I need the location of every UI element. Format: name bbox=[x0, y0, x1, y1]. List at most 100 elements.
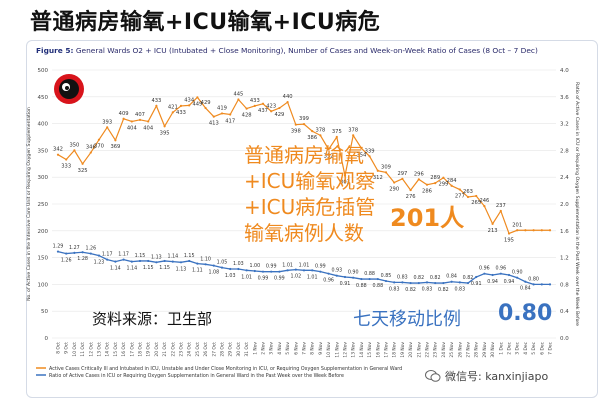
cases-point bbox=[434, 181, 437, 185]
x-tick-label: 13 Oct bbox=[97, 342, 103, 357]
ratio-point bbox=[97, 254, 101, 257]
watermark-text: 微信号: kanxinjiapo bbox=[445, 370, 549, 383]
x-tick-label: 4 Dec bbox=[523, 341, 529, 354]
cases-point bbox=[327, 148, 330, 151]
y-right-tick-label: 2.8 bbox=[560, 148, 569, 154]
ratio-point bbox=[229, 267, 232, 271]
cases-data-label: 370 bbox=[94, 144, 104, 150]
y-left-tick-label: 400 bbox=[38, 122, 49, 128]
x-tick-label: 8 Nov bbox=[310, 342, 316, 355]
x-tick-label: 16 Nov bbox=[375, 342, 381, 358]
x-tick-label: 3 Nov bbox=[269, 342, 275, 355]
ratio-data-label: 1.13 bbox=[151, 254, 162, 260]
ratio-point bbox=[245, 269, 248, 272]
ratio-point bbox=[458, 281, 461, 284]
y-right-tick-label: 4.0 bbox=[560, 68, 569, 74]
ratio-point bbox=[89, 252, 92, 255]
cases-point bbox=[81, 162, 84, 165]
cases-data-label: 289 bbox=[430, 175, 440, 181]
ratio-data-label: 0.94 bbox=[487, 279, 498, 285]
ratio-point bbox=[106, 258, 109, 261]
cases-data-label: 342 bbox=[53, 147, 63, 153]
ratio-point bbox=[147, 259, 150, 263]
cases-point bbox=[516, 229, 519, 232]
cases-point bbox=[442, 176, 445, 179]
ratio-data-label: 0.82 bbox=[463, 275, 474, 281]
x-tick-label: 6 Nov bbox=[293, 342, 299, 355]
x-tick-label: 23 Nov bbox=[433, 342, 439, 358]
ratio-point bbox=[237, 267, 240, 271]
cases-data-label: 263 bbox=[463, 189, 473, 195]
ratio-point bbox=[335, 274, 338, 277]
cases-data-label: 445 bbox=[233, 91, 243, 97]
ratio-data-label: 0.85 bbox=[381, 273, 392, 279]
ratio-data-label: 0.80 bbox=[528, 276, 539, 282]
x-tick-label: 1 Nov bbox=[252, 342, 258, 355]
figure-caption: Figure 5: General Wards O2 + ICU (Intuba… bbox=[36, 46, 592, 55]
cases-data-label: 440 bbox=[283, 94, 293, 100]
cases-point bbox=[237, 98, 240, 101]
cases-point bbox=[368, 155, 371, 158]
x-tick-label: 28 Nov bbox=[474, 342, 480, 358]
cases-data-label: 433 bbox=[151, 98, 161, 104]
ratio-data-label: 1.14 bbox=[126, 266, 137, 272]
cases-data-label: 378 bbox=[348, 127, 358, 133]
x-tick-label: 28 Oct bbox=[220, 342, 226, 357]
cases-data-label: 276 bbox=[406, 194, 416, 200]
x-tick-label: 29 Nov bbox=[482, 342, 488, 358]
cases-data-label: 352 bbox=[324, 153, 334, 159]
cases-data-label: 419 bbox=[217, 105, 227, 111]
x-tick-label: 30 Nov bbox=[490, 342, 496, 358]
x-tick-label: 5 Dec bbox=[531, 341, 537, 354]
ratio-data-label: 1.00 bbox=[249, 263, 260, 269]
ratio-data-label: 1.10 bbox=[200, 256, 211, 262]
x-tick-label: 30 Oct bbox=[236, 342, 242, 357]
cases-data-label: 409 bbox=[119, 111, 129, 117]
ratio-point bbox=[368, 277, 371, 281]
chart-frame bbox=[26, 40, 598, 398]
cases-data-label: 421 bbox=[168, 104, 178, 110]
ratio-data-label: 1.29 bbox=[53, 244, 64, 250]
x-tick-label: 19 Nov bbox=[400, 342, 406, 358]
cases-data-label: 201 bbox=[512, 222, 522, 228]
x-tick-label: 2 Dec bbox=[507, 341, 513, 354]
cases-point bbox=[360, 147, 363, 150]
y-right-tick-label: 0.0 bbox=[560, 336, 569, 342]
x-tick-label: 31 Oct bbox=[244, 342, 250, 357]
cases-point bbox=[352, 134, 355, 137]
cases-point bbox=[425, 183, 429, 186]
cases-point bbox=[122, 117, 125, 120]
ratio-data-label: 0.96 bbox=[323, 278, 334, 284]
ratio-point bbox=[548, 283, 552, 286]
cases-data-label: 195 bbox=[504, 237, 514, 243]
watermark: 微信号: kanxinjiapo bbox=[425, 368, 548, 384]
cases-data-label: 449 bbox=[192, 101, 202, 107]
x-tick-label: 7 Nov bbox=[302, 342, 308, 355]
x-tick-label: 4 Nov bbox=[277, 342, 283, 355]
ratio-point bbox=[491, 273, 494, 277]
wechat-icon bbox=[425, 370, 441, 382]
ratio-point bbox=[163, 259, 166, 263]
cases-point bbox=[499, 209, 502, 213]
cases-point bbox=[376, 169, 379, 172]
cases-data-label: 404 bbox=[127, 125, 138, 131]
ratio-point bbox=[425, 281, 429, 284]
cases-point bbox=[319, 134, 322, 137]
y-right-tick-label: 0.4 bbox=[560, 309, 569, 315]
ratio-data-label: 1.14 bbox=[110, 266, 121, 272]
cases-data-label: 434 bbox=[184, 97, 195, 103]
page-title: 普通病房输氧+ICU输氧+ICU病危 bbox=[30, 10, 381, 35]
cases-point bbox=[220, 112, 224, 115]
ratio-point bbox=[384, 279, 388, 283]
x-tick-label: 10 Nov bbox=[326, 342, 332, 358]
cases-data-label: 375 bbox=[332, 129, 342, 135]
cases-data-label: 312 bbox=[373, 175, 383, 181]
y-left-tick-label: 150 bbox=[38, 256, 49, 262]
cases-point bbox=[458, 188, 461, 191]
cases-data-label: 423 bbox=[266, 103, 276, 109]
cases-point bbox=[171, 111, 174, 114]
source-note: 资料来源：卫生部 bbox=[92, 310, 213, 328]
cases-data-label: 399 bbox=[299, 116, 309, 122]
cases-point bbox=[89, 151, 92, 154]
